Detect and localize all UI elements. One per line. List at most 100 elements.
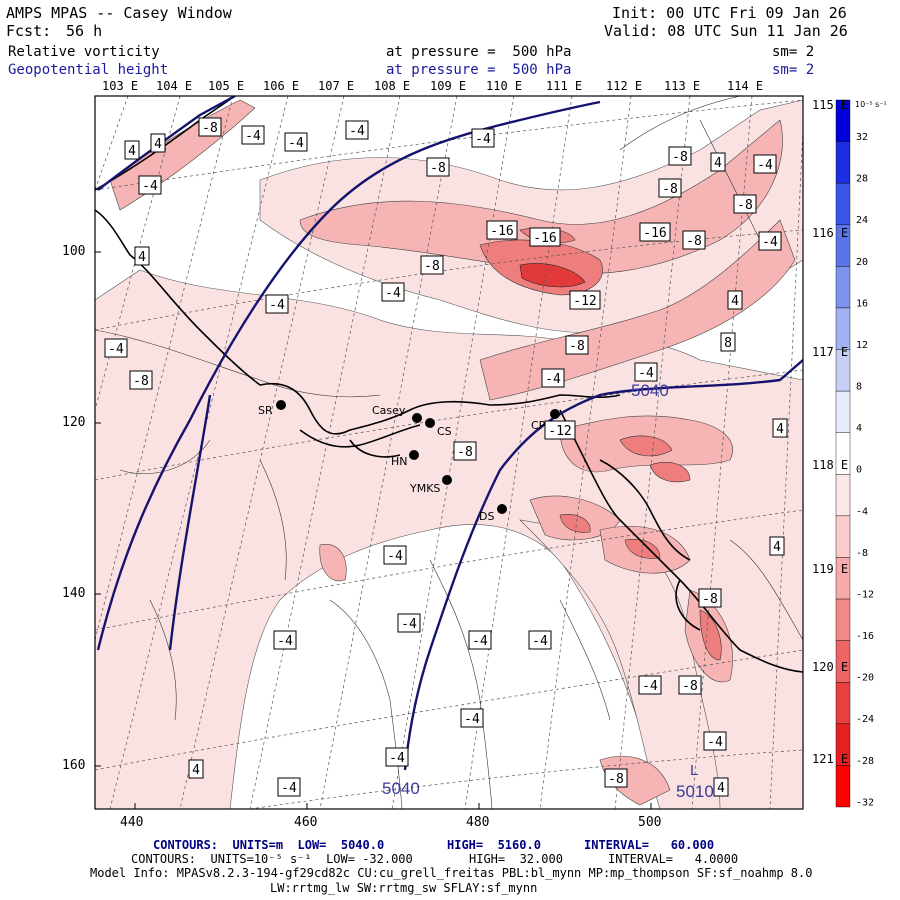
svg-text:-16: -16 bbox=[490, 224, 513, 239]
svg-text:-12: -12 bbox=[573, 294, 596, 309]
field2-smoothing: sm= 2 bbox=[772, 62, 815, 78]
vorticity-label: -8 bbox=[668, 146, 692, 166]
footer-vort-interval: INTERVAL= 4.0000 bbox=[608, 852, 739, 866]
vorticity-labels: 4 4 -8 -4 -4 -4 -4 -8 -4 -8 4 -4 -8 -8 -4 -8 -16 -16 -16 4 -… bbox=[104, 117, 788, 797]
vorticity-fill-light bbox=[95, 99, 803, 809]
vorticity-label: -4 bbox=[345, 120, 369, 140]
svg-text:-4: -4 bbox=[385, 286, 401, 301]
footer-vort-high: HIGH= 32.000 bbox=[469, 852, 563, 866]
svg-text:-8: -8 bbox=[424, 259, 440, 274]
svg-text:CP: CP bbox=[531, 419, 546, 432]
plot-frame bbox=[94, 95, 804, 810]
colorbar-level-label: 24 bbox=[856, 215, 868, 226]
init-time: Init: 00 UTC Fri 09 Jan 26 bbox=[612, 4, 847, 22]
svg-text:Casey: Casey bbox=[372, 404, 406, 417]
vorticity-label: -12 bbox=[544, 420, 576, 440]
vorticity-label: -8 bbox=[698, 588, 722, 608]
svg-text:-4: -4 bbox=[472, 634, 488, 649]
svg-text:-4: -4 bbox=[349, 124, 365, 139]
vorticity-label: -8 bbox=[682, 230, 706, 250]
y-tick-120: 120 bbox=[62, 415, 86, 430]
svg-text:-4: -4 bbox=[277, 634, 293, 649]
vorticity-label: -4 bbox=[381, 282, 405, 302]
plot-title: AMPS MPAS -- Casey Window bbox=[6, 4, 232, 22]
svg-text:4: 4 bbox=[773, 540, 781, 555]
lon-label-113e: 113 E bbox=[664, 79, 701, 93]
svg-text:-4: -4 bbox=[545, 372, 561, 387]
y-tick-140: 140 bbox=[62, 586, 86, 601]
svg-text:-4: -4 bbox=[707, 735, 723, 750]
station-ds: DS bbox=[479, 504, 507, 523]
height-label-5040-right: 5040 bbox=[631, 381, 669, 400]
lon-label-114e: 114 E bbox=[727, 79, 764, 93]
axis-ticks bbox=[95, 251, 652, 809]
svg-text:-4: -4 bbox=[281, 781, 297, 796]
station-casey: Casey bbox=[372, 404, 422, 423]
svg-text:-8: -8 bbox=[133, 374, 149, 389]
vorticity-label: -8 bbox=[658, 178, 682, 198]
colorbar-level-label: 0 bbox=[856, 465, 862, 476]
colorbar-level-label: 8 bbox=[856, 382, 862, 393]
svg-text:4: 4 bbox=[128, 144, 136, 159]
vorticity-label: -4 bbox=[468, 630, 492, 650]
low-pressure-marker: L bbox=[690, 762, 698, 779]
vorticity-label: -4 bbox=[638, 675, 662, 695]
vorticity-label: -4 bbox=[284, 132, 308, 152]
vorticity-label: -16 bbox=[639, 222, 671, 242]
svg-text:-4: -4 bbox=[464, 712, 480, 727]
svg-text:-4: -4 bbox=[387, 549, 403, 564]
colorbar-level-label: 16 bbox=[856, 298, 868, 309]
vorticity-label: -8 bbox=[565, 335, 589, 355]
svg-text:-8: -8 bbox=[702, 592, 718, 607]
vorticity-label: -4 bbox=[273, 630, 297, 650]
colorbar-swatch bbox=[835, 390, 851, 433]
svg-text:-4: -4 bbox=[762, 235, 778, 250]
svg-text:4: 4 bbox=[192, 763, 200, 778]
svg-text:-8: -8 bbox=[202, 121, 218, 136]
station-hn: HN bbox=[391, 450, 419, 468]
svg-text:-4: -4 bbox=[245, 129, 261, 144]
station-ymks: YMKS bbox=[409, 475, 452, 495]
field1-name: Relative vorticity bbox=[8, 44, 160, 60]
height-label-5040-bottom: 5040 bbox=[382, 779, 420, 798]
colorbar-level-label: -32 bbox=[856, 797, 874, 808]
station-cp: CP bbox=[531, 409, 560, 432]
footer-model-info-2: LW:rrtmg_lw SW:rrtmg_sw SFLAY:sf_mynn bbox=[270, 881, 538, 895]
vorticity-label: -4 bbox=[383, 545, 407, 565]
svg-text:-8: -8 bbox=[430, 161, 446, 176]
svg-text:4: 4 bbox=[717, 781, 725, 796]
lon-label-116e: 116 E bbox=[812, 226, 849, 240]
vorticity-label: 4 bbox=[713, 777, 729, 797]
lon-label-105e: 105 E bbox=[208, 79, 245, 93]
colorbar-level-label: 32 bbox=[856, 132, 868, 143]
svg-text:-4: -4 bbox=[532, 634, 548, 649]
valid-time: Valid: 08 UTC Sun 11 Jan 26 bbox=[604, 22, 848, 40]
footer-height-low: CONTOURS: UNITS=m LOW= 5040.0 bbox=[153, 838, 385, 852]
y-tick-160: 160 bbox=[62, 758, 86, 773]
svg-text:-4: -4 bbox=[638, 366, 654, 381]
forecast-label: Fcst: bbox=[6, 22, 52, 40]
lon-label-115e: 115 E bbox=[812, 98, 849, 112]
vorticity-label: -8 bbox=[678, 675, 702, 695]
svg-text:-8: -8 bbox=[608, 772, 624, 787]
colorbar-level-label: -24 bbox=[856, 714, 874, 725]
vorticity-label: -8 bbox=[733, 194, 757, 214]
svg-text:-4: -4 bbox=[401, 617, 417, 632]
svg-text:-4: -4 bbox=[269, 298, 285, 313]
vorticity-label: -4 bbox=[634, 362, 658, 382]
x-tick-440: 440 bbox=[120, 815, 144, 830]
svg-text:4: 4 bbox=[776, 422, 784, 437]
x-tick-500: 500 bbox=[638, 815, 662, 830]
svg-text:8: 8 bbox=[724, 336, 732, 351]
vorticity-label: -4 bbox=[277, 777, 301, 797]
vorticity-label: 4 bbox=[124, 140, 140, 160]
colorbar-swatch bbox=[835, 266, 851, 309]
colorbar-level-label: 12 bbox=[856, 340, 868, 351]
vorticity-label: -8 bbox=[426, 157, 450, 177]
vorticity-label: -8 bbox=[198, 117, 222, 137]
station-markers: SR Casey CS HN YMKS CP DS bbox=[258, 400, 560, 523]
lon-label-111e: 111 E bbox=[546, 79, 583, 93]
vorticity-label: -12 bbox=[569, 290, 601, 310]
vorticity-label: 4 bbox=[772, 418, 788, 438]
station-cs: CS bbox=[425, 418, 452, 438]
